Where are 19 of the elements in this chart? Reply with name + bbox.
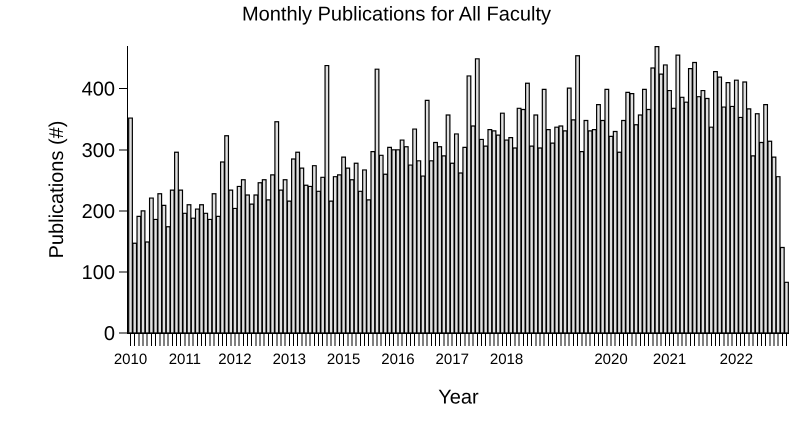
x-tick-label: 2015	[326, 351, 360, 368]
x-tick-label: 2011	[168, 351, 201, 368]
y-tick-label: 0	[104, 323, 115, 345]
x-tick-label: 2017	[436, 351, 469, 368]
chart-title: Monthly Publications for All Faculty	[242, 4, 552, 26]
x-tick-label: 2010	[114, 351, 148, 368]
x-tick-label: 2013	[272, 351, 306, 368]
y-tick-label: 400	[82, 78, 115, 101]
y-tick-label: 100	[82, 262, 115, 284]
x-tick-label: 2018	[490, 351, 524, 368]
x-tick-label: 2016	[381, 351, 415, 368]
x-tick-label: 2012	[218, 351, 252, 368]
x-tick-label: 2021	[652, 351, 686, 368]
y-tick-label: 300	[82, 140, 115, 162]
y-axis-title: Publications (#)	[46, 120, 68, 258]
x-axis-title: Year	[438, 386, 480, 408]
x-tick-label: 2020	[594, 351, 628, 368]
y-tick-label: 200	[82, 200, 115, 223]
x-tick-label: 2022	[720, 351, 754, 368]
